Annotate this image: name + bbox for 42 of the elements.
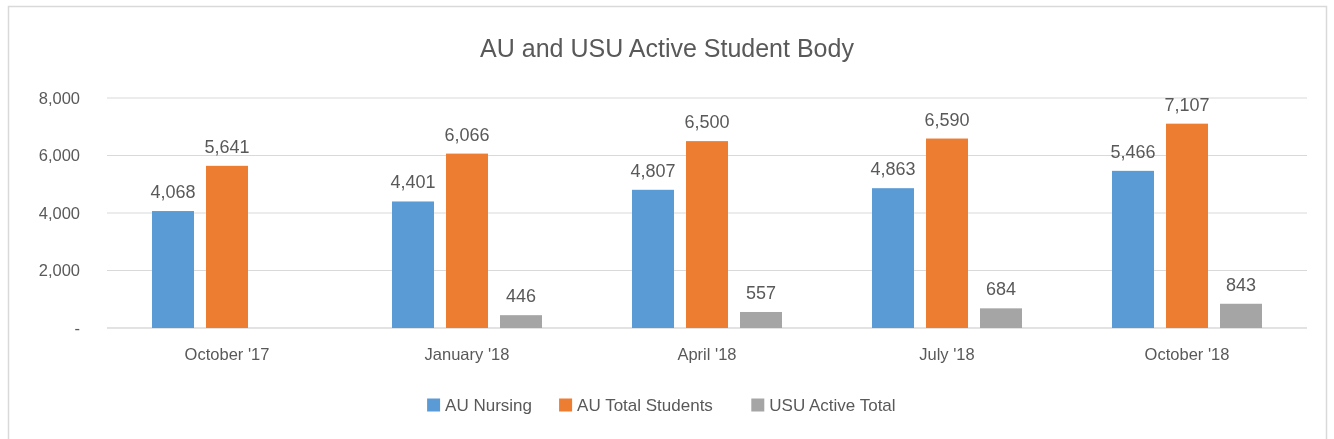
- bar: [980, 308, 1022, 328]
- data-label: 4,807: [630, 160, 676, 181]
- bar: [1112, 170, 1154, 328]
- y-tick-label: 4,000: [38, 203, 80, 222]
- y-tick-label: 2,000: [38, 261, 80, 280]
- bar: [686, 141, 728, 328]
- legend-label: AU Total Students: [577, 395, 713, 415]
- bar: [1166, 123, 1208, 328]
- legend-label: USU Active Total: [769, 395, 896, 415]
- data-label: 446: [505, 286, 537, 307]
- x-tick-label: October '17: [184, 345, 270, 363]
- bar: [152, 211, 194, 328]
- bar: [446, 153, 488, 328]
- bar: [206, 165, 248, 328]
- data-label: 4,068: [150, 182, 196, 203]
- bar: [740, 311, 782, 328]
- x-tick-label: April '18: [677, 345, 737, 363]
- data-label: 5,466: [1110, 141, 1156, 162]
- bar: [632, 189, 674, 328]
- data-label: 7,107: [1164, 94, 1210, 115]
- data-label: 4,401: [390, 172, 436, 193]
- data-label: 843: [1225, 274, 1257, 295]
- data-label: 557: [745, 282, 777, 303]
- x-tick-label: July '18: [919, 345, 975, 363]
- bar: [1220, 303, 1262, 328]
- y-tick-label: -: [74, 318, 80, 337]
- y-tick-label: 6,000: [38, 146, 80, 165]
- data-label: 6,500: [684, 112, 730, 133]
- x-tick-label: January '18: [424, 345, 510, 363]
- y-tick-label: 8,000: [38, 88, 80, 107]
- bar: [500, 315, 542, 328]
- data-label: 4,863: [870, 159, 916, 180]
- bar: [392, 201, 434, 328]
- legend-label: AU Nursing: [445, 395, 533, 415]
- data-label: 684: [985, 279, 1017, 300]
- data-label: 6,066: [444, 124, 490, 145]
- data-label: 6,590: [924, 109, 970, 130]
- bar: [872, 188, 914, 328]
- chart-title: AU and USU Active Student Body: [480, 34, 855, 62]
- data-label: 5,641: [204, 136, 250, 157]
- x-tick-label: October '18: [1144, 345, 1230, 363]
- bar: [926, 138, 968, 328]
